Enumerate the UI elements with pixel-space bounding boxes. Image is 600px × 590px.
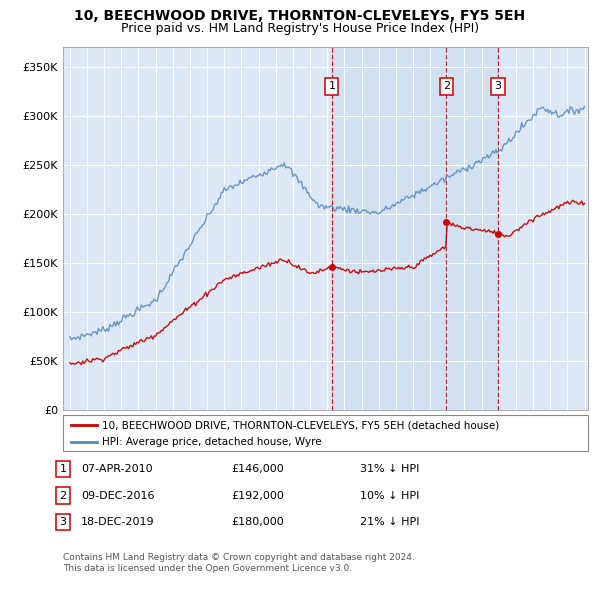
- Text: 31% ↓ HPI: 31% ↓ HPI: [360, 464, 419, 474]
- FancyBboxPatch shape: [63, 415, 588, 451]
- Text: £192,000: £192,000: [231, 491, 284, 500]
- Text: HPI: Average price, detached house, Wyre: HPI: Average price, detached house, Wyre: [103, 437, 322, 447]
- Text: Price paid vs. HM Land Registry's House Price Index (HPI): Price paid vs. HM Land Registry's House …: [121, 22, 479, 35]
- Text: Contains HM Land Registry data © Crown copyright and database right 2024.: Contains HM Land Registry data © Crown c…: [63, 553, 415, 562]
- Text: 3: 3: [59, 517, 67, 527]
- Text: 10, BEECHWOOD DRIVE, THORNTON-CLEVELEYS, FY5 5EH: 10, BEECHWOOD DRIVE, THORNTON-CLEVELEYS,…: [74, 9, 526, 23]
- Text: 1: 1: [59, 464, 67, 474]
- Text: 09-DEC-2016: 09-DEC-2016: [81, 491, 155, 500]
- Text: 07-APR-2010: 07-APR-2010: [81, 464, 152, 474]
- Text: £146,000: £146,000: [231, 464, 284, 474]
- Text: 1: 1: [328, 81, 335, 91]
- Text: 3: 3: [494, 81, 502, 91]
- Text: 18-DEC-2019: 18-DEC-2019: [81, 517, 155, 527]
- Text: £180,000: £180,000: [231, 517, 284, 527]
- Text: This data is licensed under the Open Government Licence v3.0.: This data is licensed under the Open Gov…: [63, 565, 352, 573]
- Text: 2: 2: [443, 81, 450, 91]
- Text: 10% ↓ HPI: 10% ↓ HPI: [360, 491, 419, 500]
- Text: 2: 2: [59, 491, 67, 500]
- Bar: [332, 47, 498, 410]
- Text: 21% ↓ HPI: 21% ↓ HPI: [360, 517, 419, 527]
- Text: 10, BEECHWOOD DRIVE, THORNTON-CLEVELEYS, FY5 5EH (detached house): 10, BEECHWOOD DRIVE, THORNTON-CLEVELEYS,…: [103, 420, 500, 430]
